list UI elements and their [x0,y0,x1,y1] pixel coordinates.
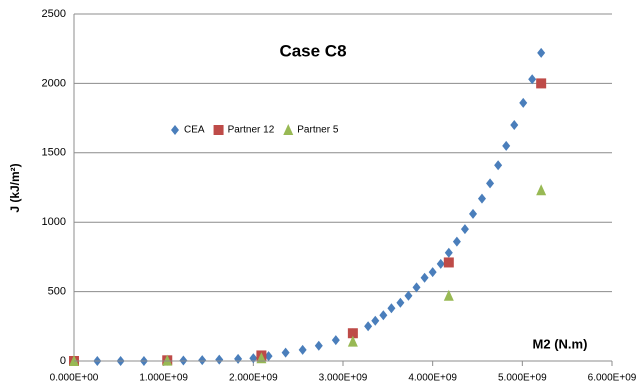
marker-diamond [234,353,243,364]
marker-diamond [502,140,511,151]
marker-diamond [314,340,323,351]
legend-label: Partner 5 [297,125,339,136]
y-tick-label: 2500 [42,8,66,20]
marker-diamond [249,353,258,364]
marker-diamond [460,224,469,235]
marker-diamond [444,247,453,258]
marker-diamond [179,355,188,366]
marker-diamond [281,347,290,358]
legend-label: CEA [184,125,205,136]
x-tick-label: 2.000E+09 [229,373,278,384]
marker-diamond [428,267,437,278]
y-tick-label: 1000 [42,216,66,228]
marker-diamond [215,354,224,365]
marker-triangle [256,352,267,364]
marker-triangle [536,184,547,196]
marker-diamond [387,303,396,314]
marker-square [347,328,358,339]
marker-diamond [477,193,486,204]
marker-diamond [537,47,546,58]
x-tick-label: 1.000E+09 [139,373,188,384]
marker-square [536,78,547,89]
marker-diamond [494,160,503,171]
marker-diamond [331,335,340,346]
marker-triangle [443,289,454,301]
marker-triangle [347,335,358,347]
marker-diamond [198,355,207,366]
marker-diamond [371,315,380,326]
marker-diamond [452,236,461,247]
marker-diamond [412,282,421,293]
marker-triangle [283,124,294,135]
y-tick-label: 500 [48,286,66,298]
marker-diamond [264,351,273,362]
y-tick-label: 0 [60,355,66,367]
x-tick-label: 6.000E+09 [588,373,637,384]
x-tick-label: 4.000E+09 [408,373,457,384]
x-tick-label: 5.000E+09 [498,373,547,384]
y-axis-label: J (kJ/m²) [8,163,22,212]
marker-diamond [379,310,388,321]
marker-diamond [519,97,528,108]
y-tick-label: 1500 [42,147,66,159]
x-axis-label: M2 (N.m) [533,336,588,351]
marker-diamond [486,178,495,189]
marker-diamond [469,208,478,219]
marker-diamond [436,258,445,269]
marker-diamond [364,321,373,332]
chart-title: Case C8 [279,41,346,60]
marker-square [443,257,454,268]
marker-diamond [396,297,405,308]
marker-diamond [420,272,429,283]
marker-diamond [171,125,179,135]
x-tick-label: 3.000E+09 [319,373,368,384]
marker-diamond [298,344,307,355]
marker-triangle [162,354,173,366]
marker-diamond [510,120,519,131]
marker-square [213,125,224,135]
legend-label: Partner 12 [228,125,275,136]
y-tick-label: 2000 [42,77,66,89]
marker-diamond [404,290,413,301]
x-tick-label: 0.000E+00 [50,373,99,384]
marker-diamond [528,74,537,85]
